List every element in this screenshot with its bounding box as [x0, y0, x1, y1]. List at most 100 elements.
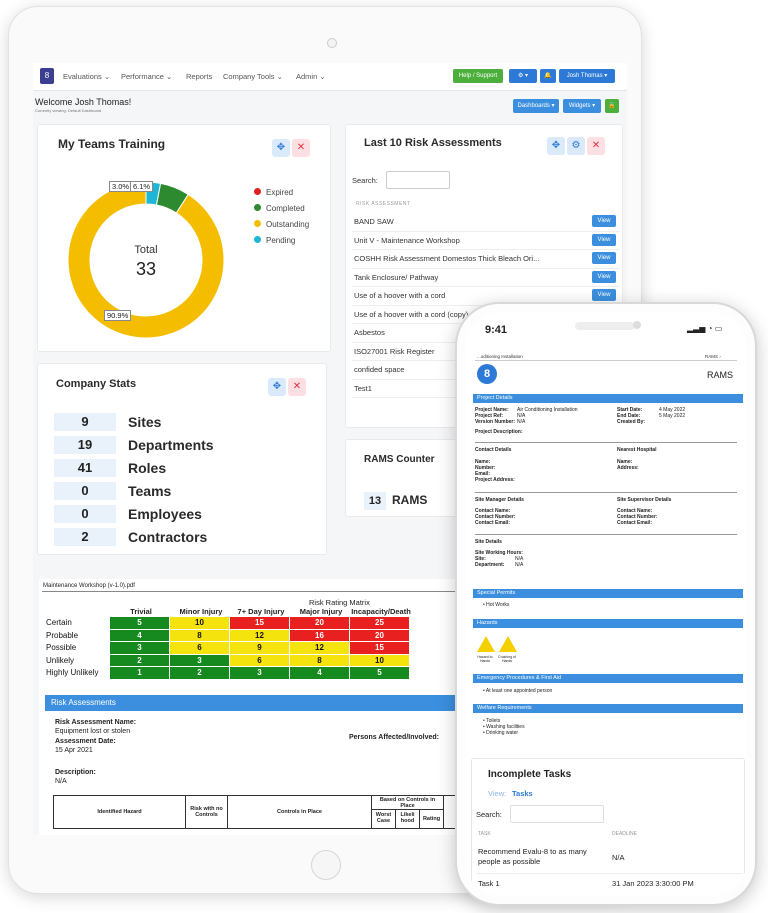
- stats-list: 9 Sites 19 Departments 41 Roles 0 Teams 0 Emp…: [54, 410, 214, 548]
- view-button[interactable]: View: [592, 215, 616, 227]
- nav-reports[interactable]: Reports: [186, 72, 213, 81]
- site-details-title: Site Details: [475, 539, 502, 545]
- pdf-document: Maintenance Workshop (v-1.0).pdf Risk Ra…: [39, 579, 479, 835]
- move-icon[interactable]: ✥: [268, 378, 286, 396]
- status-time: 9:41: [485, 324, 508, 336]
- stat-teams: 0 Teams: [54, 479, 214, 502]
- ra-persons-label: Persons Affected/Involved:: [349, 734, 439, 741]
- permit-item: • Hot Works: [483, 602, 510, 608]
- contact-details-title: Contact Details: [475, 447, 512, 453]
- welcome-subtitle: Currently viewing: Default Dashboard: [35, 108, 102, 113]
- col-worst-case: Worst Case: [372, 810, 396, 828]
- stat-roles: 41 Roles: [54, 456, 214, 479]
- status-icons: ▂▃▅ ◔ ▭: [687, 324, 723, 333]
- task-row-name[interactable]: Task 1: [478, 879, 500, 888]
- col-likelihood: Likeli hood: [396, 810, 420, 828]
- risk-search-input[interactable]: [386, 171, 450, 189]
- stat-contractors: 2 Contractors: [54, 525, 214, 548]
- move-icon[interactable]: ✥: [272, 139, 290, 157]
- close-icon[interactable]: ✕: [292, 139, 310, 157]
- crushing-hands-icon: [499, 636, 517, 652]
- rams-doc-header-right: RAMS ›: [705, 354, 721, 359]
- emergency-header: Emergency Procedures & First Aid: [473, 674, 743, 683]
- matrix-row-possible: Possible 3 6 9 12 15: [45, 641, 410, 655]
- project-details-header: Project Details: [473, 394, 743, 403]
- view-button[interactable]: View: [592, 233, 616, 246]
- legend-outstanding[interactable]: Outstanding: [254, 217, 309, 233]
- close-icon[interactable]: ✕: [288, 378, 306, 396]
- hazard-hands-label: Hazard to Hands: [477, 655, 493, 663]
- tasks-view-label: View:: [488, 789, 507, 798]
- rams-doc-header-left: ...oditioning Installation: [477, 354, 523, 359]
- nav-company-tools[interactable]: Company Tools ⌄: [223, 72, 283, 81]
- rams-count: 13: [364, 492, 386, 510]
- matrix-row-certain: Certain 5 10 15 20 25: [45, 616, 410, 630]
- teams-training-card: My Teams Training ✥ ✕ Total 33 3.0% 6.1%…: [37, 124, 331, 352]
- top-nav: 8 Evaluations ⌄ Performance ⌄ Reports Co…: [33, 63, 627, 91]
- ra-date-label: Assessment Date:: [55, 738, 116, 745]
- task-row-name[interactable]: Recommend Evalu-8 to as many people as p…: [478, 847, 587, 866]
- risk-assessments-title: Last 10 Risk Assessments: [364, 137, 502, 149]
- ra-name-value: Equipment lost or stolen: [55, 728, 131, 735]
- incomplete-tasks-card: Incomplete Tasks View: Tasks Search: TAS…: [471, 758, 745, 896]
- view-button[interactable]: View: [592, 270, 616, 283]
- donut-label-expired: 3.0%: [109, 181, 133, 192]
- risk-rating-matrix: Certain 5 10 15 20 25 Probable 4 8 12 16 20 Possib…: [45, 616, 410, 680]
- notifications-bell-icon[interactable]: 🔔: [540, 69, 556, 83]
- risk-row: BAND SAW View: [352, 213, 620, 232]
- col-deadline: DEADLINE: [612, 831, 638, 837]
- donut-label-outstanding: 90.9%: [104, 310, 132, 321]
- company-stats-title: Company Stats: [56, 378, 137, 390]
- nav-evaluations[interactable]: Evaluations ⌄: [63, 72, 111, 81]
- task-row-deadline: 31 Jan 2023 3:30:00 PM: [612, 879, 694, 888]
- dashboards-button[interactable]: Dashboards ▾: [513, 99, 559, 113]
- lock-icon[interactable]: 🔒: [605, 99, 619, 113]
- task-row-deadline: N/A: [612, 853, 625, 862]
- tasks-search-input[interactable]: [510, 805, 604, 823]
- col-rating: Rating: [420, 810, 444, 828]
- site-manager-title: Site Manager Details: [475, 497, 524, 503]
- matrix-row-highly-unlikely: Highly Unlikely 1 2 3 4 5: [45, 666, 410, 680]
- pdf-divider: [42, 591, 479, 592]
- col-task: TASK: [478, 831, 491, 837]
- risk-row: Unit V - Maintenance Workshop View: [352, 232, 620, 250]
- nav-admin[interactable]: Admin ⌄: [296, 72, 326, 81]
- risk-search-label: Search:: [352, 176, 378, 185]
- hazard-hands-icon: [477, 636, 495, 652]
- gear-icon[interactable]: ⚙: [567, 137, 585, 155]
- stat-departments: 19 Departments: [54, 433, 214, 456]
- close-icon[interactable]: ✕: [587, 137, 605, 155]
- risk-row: COSHH Risk Assessment Domestos Thick Ble…: [352, 250, 620, 269]
- site-supervisor-title: Site Supervisor Details: [617, 497, 672, 503]
- crushing-hands-label: Crushing of Hands: [498, 655, 516, 663]
- tasks-link[interactable]: Tasks: [512, 789, 533, 798]
- rams-doc-title: RAMS: [707, 370, 734, 380]
- legend-pending[interactable]: Pending: [254, 233, 309, 249]
- view-button[interactable]: View: [592, 289, 616, 301]
- ra-name-label: Risk Assessment Name:: [55, 719, 137, 726]
- widgets-button[interactable]: Widgets ▾: [563, 99, 601, 113]
- settings-gear-button[interactable]: ⚙ ▾: [509, 69, 537, 83]
- move-icon[interactable]: ✥: [547, 137, 565, 155]
- incomplete-tasks-title: Incomplete Tasks: [488, 769, 572, 780]
- ra-description-label: Description:: [55, 769, 96, 776]
- hazards-header: Hazards: [473, 619, 743, 628]
- matrix-title: Risk Rating Matrix: [309, 598, 370, 607]
- help-support-button[interactable]: Help / Support: [453, 69, 503, 83]
- risk-row: Tank Enclosure/ Pathway View: [352, 269, 620, 287]
- nav-performance[interactable]: Performance ⌄: [121, 72, 173, 81]
- legend-completed[interactable]: Completed: [254, 201, 309, 217]
- matrix-column-headers: Trivial Minor Injury 7+ Day Injury Major…: [130, 607, 411, 616]
- tablet-home-button[interactable]: [311, 850, 341, 880]
- donut-slice-completed[interactable]: [155, 182, 189, 214]
- view-button[interactable]: View: [592, 252, 616, 264]
- user-menu-button[interactable]: Josh Thomas ▾: [559, 69, 615, 83]
- welcome-title: Welcome Josh Thomas!: [35, 97, 132, 107]
- app-logo[interactable]: 8: [40, 68, 54, 84]
- col-risk-no-controls: Risk with no Controls: [186, 796, 228, 828]
- stat-employees: 0 Employees: [54, 502, 214, 525]
- phone-frame: 9:41 ▂▃▅ ◔ ▭ ...oditioning Installation …: [455, 302, 757, 906]
- welfare-item: • Washing facilities: [483, 724, 525, 730]
- risk-assessments-section-header: Risk Assessments: [45, 695, 469, 711]
- legend-expired[interactable]: Expired: [254, 185, 309, 201]
